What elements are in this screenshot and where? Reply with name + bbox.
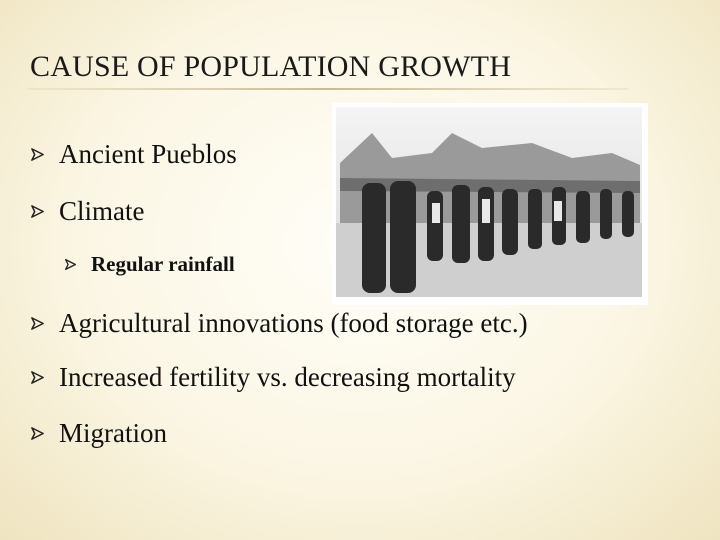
bullet-marker [31, 427, 44, 440]
bullet-text: Climate [59, 196, 145, 226]
bullet-text: Migration [59, 418, 167, 448]
photo [332, 103, 648, 305]
bullet: Ancient Pueblos [30, 139, 237, 170]
bullet-marker [31, 317, 44, 330]
bullet: Climate [30, 196, 144, 227]
sub-bullet: Regular rainfall [64, 252, 235, 277]
bullet: Increased fertility vs. decreasing morta… [30, 362, 516, 393]
bullet-marker [31, 205, 44, 218]
bullet-text: Increased fertility vs. decreasing morta… [59, 362, 516, 392]
bullet-text: Agricultural innovations (food storage e… [59, 308, 528, 338]
bullet-text: Regular rainfall [91, 252, 235, 276]
bullet: Migration [30, 418, 167, 449]
bullet-marker [64, 258, 77, 271]
bullet: Agricultural innovations (food storage e… [30, 308, 528, 339]
bullet-marker [31, 371, 44, 384]
bullet-text: Ancient Pueblos [59, 139, 237, 169]
slide-title: CAUSE OF POPULATION GROWTH [30, 50, 512, 83]
title-rule [28, 88, 628, 90]
bullet-marker [31, 148, 44, 161]
